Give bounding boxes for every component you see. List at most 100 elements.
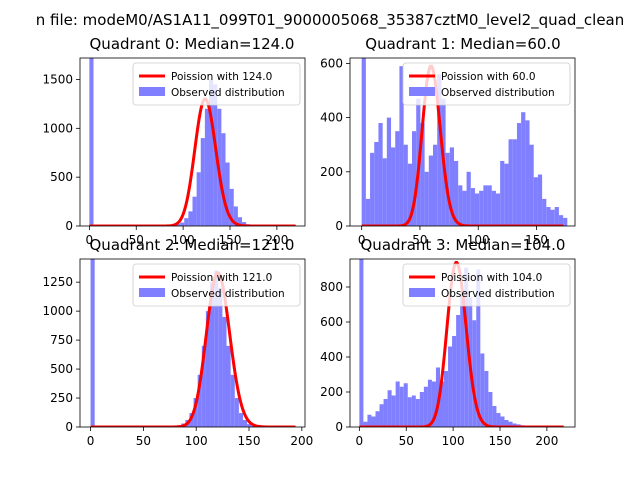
y-tick-label: 600 [320,315,343,329]
legend: Poission with 124.0 Observed distribution [132,62,301,106]
hist-bar [512,423,517,427]
hist-bar [234,398,239,427]
hist-bar [427,379,432,427]
y-tick-label: 0 [335,219,343,233]
legend-label-observed: Observed distribution [441,288,555,300]
subplot-quadrant-0: Quadrant 0: Median=124.0 0 50 100 150 200 0 50… [42,35,306,247]
hist-bar [472,320,477,427]
hist-bar [512,139,517,226]
x-tick-label: 150 [489,434,512,448]
hist-bar [176,224,181,226]
hist-bar [399,66,404,226]
y-tick-label: 200 [320,165,343,179]
hist-bar [204,108,209,226]
hist-bar [428,155,434,226]
hist-bar [229,188,234,226]
hist-bar [533,177,538,226]
x-tick-label: 0 [86,233,94,247]
legend: Poission with 121.0 Observed distribution [132,263,301,307]
hist-bar [479,190,484,226]
x-tick-label: 50 [399,434,414,448]
x-tick-label: 200 [535,434,558,448]
hist-bar [464,267,469,427]
hist-bar [230,374,235,427]
hist-bar [399,386,404,427]
hist-bar [480,353,485,427]
legend-label-poisson: Poission with 124.0 [171,71,272,83]
hist-bar [238,413,243,427]
hist-bar [440,381,445,427]
hist-bar [403,144,408,226]
hist-bar [225,162,230,226]
legend-box [132,62,301,106]
y-tick-label: 0 [65,219,73,233]
hist-bar [488,392,493,427]
hist-bar [242,420,248,427]
hist-bar [508,139,513,226]
hist-bar [387,390,392,427]
x-tick-label: 150 [525,233,548,247]
hist-bar [424,171,429,226]
legend-box [402,62,571,106]
hist-bar [412,131,417,226]
hist-bar [222,316,227,427]
legend-label-poisson: Poission with 60.0 [441,71,536,83]
hist-bar [521,112,526,226]
legend: Poission with 60.0 Observed distribution [402,62,571,106]
y-tick-label: 1000 [42,304,73,318]
hist-bar [407,397,412,427]
hist-bar [90,259,95,427]
legend-patch-icon [409,288,435,297]
x-tick-label: 50 [136,434,151,448]
plot-area [89,58,296,226]
hist-bar [200,138,205,226]
hist-bar [504,420,509,427]
hist-bar [529,144,534,226]
x-tick-label: 50 [412,233,427,247]
hist-bar [419,392,424,427]
axes-frame [79,57,306,227]
hist-bar [508,421,513,427]
y-tick-label: 1250 [42,275,73,289]
legend-patch-icon [139,288,165,297]
hist-bar [221,133,226,226]
hist-bar [226,345,231,427]
y-tick-label: 400 [320,111,343,125]
hist-bar [470,188,475,226]
legend-label-observed: Observed distribution [171,87,285,99]
x-tick-label: 150 [238,434,261,448]
hist-bar [209,79,214,226]
hist-bar [483,185,488,226]
hist-bar [558,215,564,226]
legend-label-poisson: Poission with 104.0 [441,272,542,284]
hist-bar [395,381,400,427]
hist-bar [237,217,242,226]
hist-bar [214,270,219,427]
legend-patch-icon [409,87,435,96]
hist-bar [444,371,449,427]
hist-bar [378,123,383,226]
hist-bar [201,345,206,427]
hist-bar [563,217,568,226]
hist-bar [363,421,368,427]
hist-bar [466,171,471,226]
hist-bar [197,374,202,427]
axes-frame [349,57,576,227]
hist-bar [218,287,223,427]
x-tick-label: 200 [290,434,313,448]
x-tick-label: 0 [356,434,364,448]
hist-bar [484,371,489,427]
hist-bar [550,209,555,226]
hist-bar [361,58,366,226]
y-tick-label: 1000 [42,121,73,135]
hist-bar [491,190,496,226]
hist-bar [452,336,457,427]
x-tick-label: 100 [442,434,465,448]
hist-bar [188,211,193,226]
hist-bar [500,160,505,226]
hist-bar [196,172,201,226]
hist-bar [448,346,453,427]
hist-bar [407,163,413,226]
x-tick-label: 0 [87,434,95,448]
hist-bar [546,207,551,226]
